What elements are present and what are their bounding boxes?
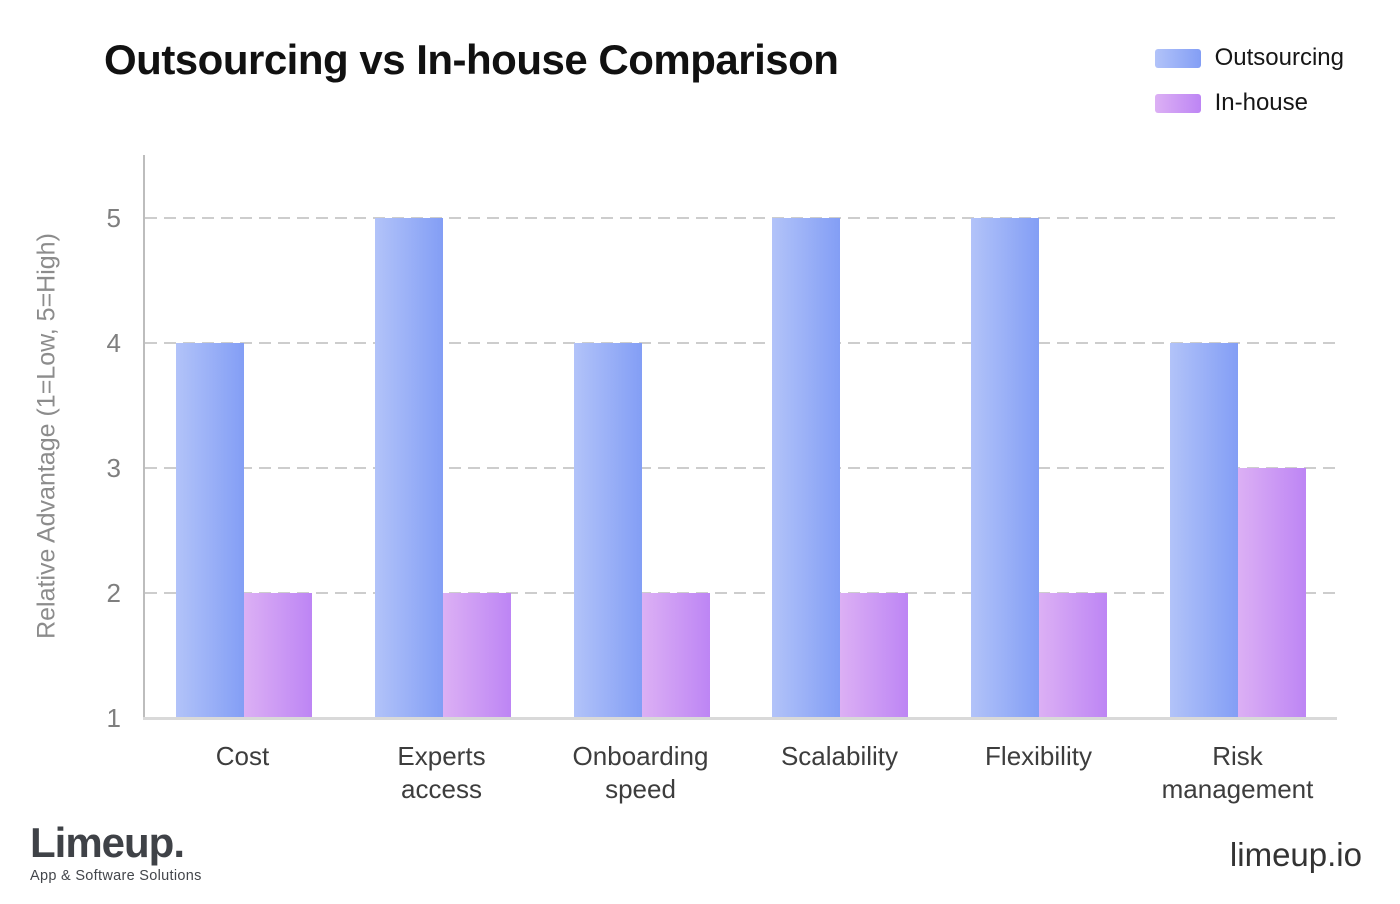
bar-in-house-flexibility [1039, 592, 1108, 718]
bar-group-onboarding-speed [542, 155, 741, 718]
footer-site-url: limeup.io [1229, 836, 1362, 873]
legend-label-outsourcing: Outsourcing [1214, 44, 1344, 71]
x-axis-label-text: Onboarding speed [572, 741, 709, 804]
bar-in-house-onboarding-speed [641, 592, 710, 718]
legend: Outsourcing In-house [1154, 44, 1344, 117]
x-axis-label-text: Experts access [397, 741, 486, 804]
x-axis-label-experts-access: Experts access [342, 740, 541, 806]
bar-outsourcing-experts-access [375, 217, 443, 718]
y-tick-label-5: 5 [106, 202, 121, 233]
bar-outsourcing-flexibility [971, 217, 1040, 718]
bar-group-flexibility [940, 155, 1139, 718]
x-axis-label-text: Scalability [780, 741, 899, 771]
y-tick-label-1: 1 [106, 703, 121, 733]
limeup-logo-subtitle: App & Software Solutions [30, 868, 202, 885]
y-tick-label-2: 2 [106, 577, 121, 608]
legend-swatch-outsourcing [1154, 48, 1201, 68]
bar-outsourcing-cost [176, 342, 245, 718]
plot-area: 1 2 3 4 5 [107, 155, 1337, 731]
gridline-2 [145, 591, 1337, 594]
x-axis-labels: Cost Experts access Onboarding speed Scalab… [143, 740, 1337, 806]
x-axis-label-flexibility: Flexibility [939, 740, 1138, 806]
x-axis-label-scalability: Scalability [740, 740, 939, 806]
footer-logo: Limeup. App & Software Solutions [30, 819, 202, 885]
chart-title: Outsourcing vs In-house Comparison [104, 36, 839, 83]
gridline-3 [145, 466, 1337, 469]
bar-group-risk-management [1138, 155, 1337, 718]
bar-outsourcing-risk-management [1169, 342, 1238, 718]
x-axis-label-risk-management: Risk management [1138, 740, 1337, 806]
legend-swatch-in-house [1154, 93, 1201, 113]
y-tick-label-3: 3 [106, 452, 121, 483]
legend-item-outsourcing: Outsourcing [1154, 44, 1344, 72]
bar-group-scalability [741, 155, 940, 718]
bar-in-house-risk-management [1237, 467, 1306, 718]
gridline-5 [145, 216, 1337, 219]
bar-group-cost [145, 155, 344, 718]
x-axis-label-onboarding-speed: Onboarding speed [541, 740, 740, 806]
bar-in-house-experts-access [443, 592, 511, 718]
bar-in-house-scalability [840, 592, 909, 718]
bar-outsourcing-onboarding-speed [573, 342, 642, 718]
x-axis-label-text: Risk management [1161, 741, 1314, 804]
bar-in-house-cost [244, 592, 313, 718]
bar-outsourcing-scalability [772, 217, 841, 718]
x-axis-label-text: Cost [215, 741, 270, 771]
x-axis-baseline [143, 717, 1337, 720]
x-axis-label-cost: Cost [143, 740, 342, 806]
y-axis-title: Relative Advantage (1=Low, 5=High) [32, 233, 61, 639]
gridline-4 [145, 341, 1337, 344]
bar-groups [145, 155, 1337, 718]
bar-group-experts-access [344, 155, 543, 718]
legend-item-in-house: In-house [1154, 89, 1344, 117]
x-axis-label-text: Flexibility [985, 741, 1092, 771]
legend-label-in-house: In-house [1214, 89, 1308, 116]
limeup-logo-text: Limeup. [30, 819, 185, 866]
y-tick-label-4: 4 [106, 327, 121, 358]
